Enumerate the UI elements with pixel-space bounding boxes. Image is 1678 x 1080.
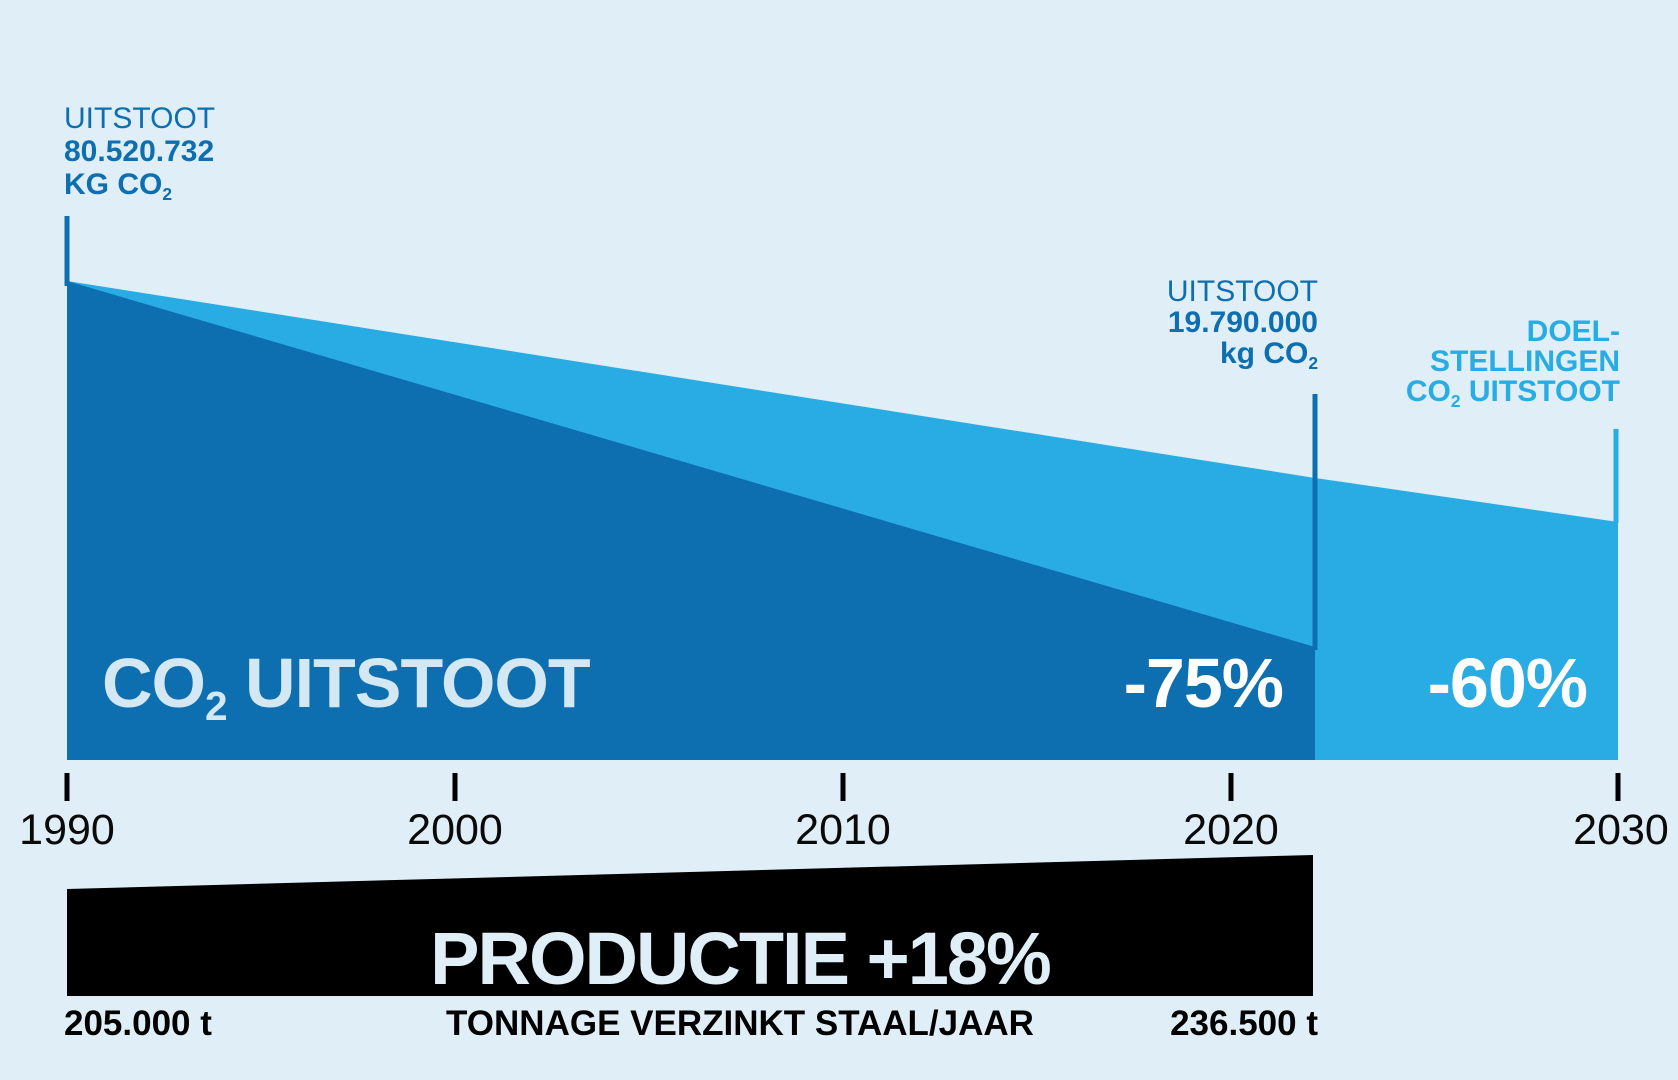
x-axis-label-2030: 2030 <box>1573 806 1669 854</box>
emission-change-pct: -75% <box>1123 644 1284 722</box>
x-axis-label-1990: 1990 <box>19 806 115 854</box>
production-label: PRODUCTIE +18% <box>430 917 1052 1000</box>
annotation-unit: KG CO2 <box>64 168 173 204</box>
goal-change-pct: -60% <box>1427 644 1588 722</box>
production-start-value: 205.000 t <box>64 1004 212 1043</box>
co2-emissions-area <box>67 281 1315 760</box>
x-axis-label-2020: 2020 <box>1183 806 1279 854</box>
x-axis-ticks <box>64 773 1621 801</box>
annotation-unit: CO2 UITSTOOT <box>1405 375 1620 411</box>
annotation-goal: DOEL- STELLINGEN CO2 UITSTOOT <box>1405 315 1620 411</box>
annotation-line: DOEL- <box>1526 315 1620 348</box>
annotation-value: 19.790.000 <box>1167 306 1318 339</box>
annotation-line: UITSTOOT <box>1166 275 1318 308</box>
x-axis-label-2000: 2000 <box>407 806 503 854</box>
annotation-start-emission: UITSTOOT 80.520.732 KG CO2 <box>64 102 215 205</box>
production-axis-label: TONNAGE VERZINKT STAAL/JAAR <box>446 1004 1034 1043</box>
production-area <box>67 855 1313 996</box>
annotation-line: STELLINGEN <box>1429 345 1620 378</box>
x-axis-label-2010: 2010 <box>795 806 891 854</box>
annotation-line: UITSTOOT <box>64 102 216 135</box>
chart-area-title: CO2 UITSTOOT <box>102 644 591 729</box>
production-end-value: 236.500 t <box>1170 1004 1318 1043</box>
annotation-value: 80.520.732 <box>64 135 215 168</box>
annotation-current-emission: UITSTOOT 19.790.000 kg CO2 <box>1167 276 1318 373</box>
annotation-unit: kg CO2 <box>1219 337 1318 373</box>
